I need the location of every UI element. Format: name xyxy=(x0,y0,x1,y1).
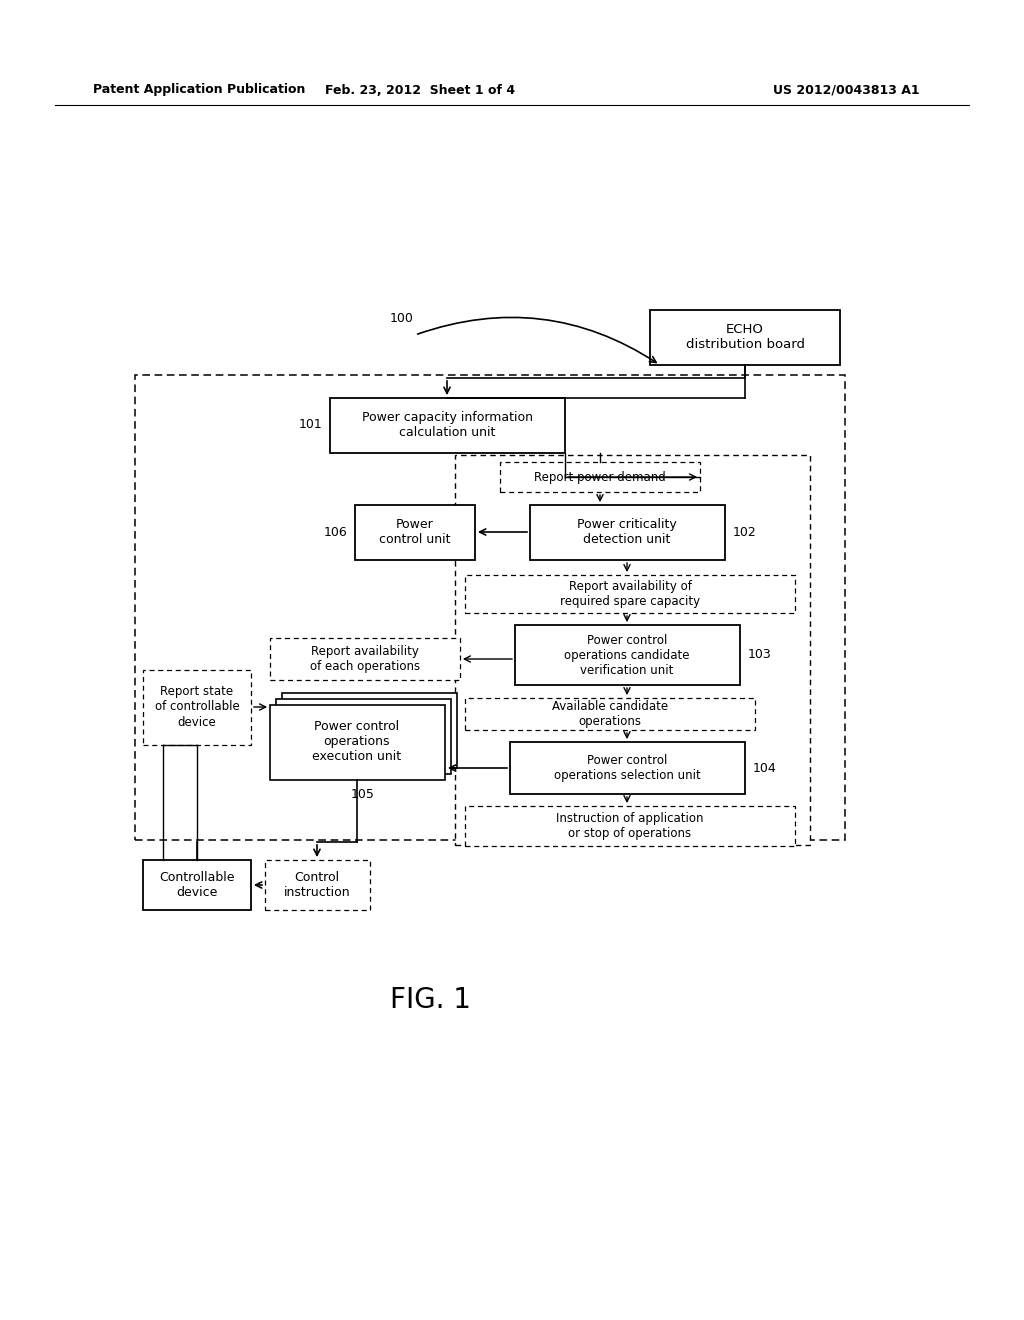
Bar xyxy=(455,455,810,845)
Bar xyxy=(530,506,725,560)
Text: Feb. 23, 2012  Sheet 1 of 4: Feb. 23, 2012 Sheet 1 of 4 xyxy=(325,83,515,96)
Text: Power control
operations selection unit: Power control operations selection unit xyxy=(554,754,700,781)
Bar xyxy=(510,742,745,795)
Text: 106: 106 xyxy=(324,525,347,539)
Text: Report availability
of each operations: Report availability of each operations xyxy=(310,645,420,673)
Text: Power control
operations
execution unit: Power control operations execution unit xyxy=(312,721,401,763)
Bar xyxy=(330,399,565,453)
Bar xyxy=(265,861,370,909)
Text: 103: 103 xyxy=(748,648,772,661)
Text: 100: 100 xyxy=(390,312,414,325)
Text: US 2012/0043813 A1: US 2012/0043813 A1 xyxy=(773,83,920,96)
Bar xyxy=(650,310,840,366)
Bar xyxy=(355,506,475,560)
Bar xyxy=(270,705,445,780)
Text: FIG. 1: FIG. 1 xyxy=(389,986,470,1014)
Bar xyxy=(282,693,457,768)
Text: Available candidate
operations: Available candidate operations xyxy=(552,700,668,729)
Bar xyxy=(465,698,755,730)
Bar xyxy=(276,700,451,774)
Text: Report availability of
required spare capacity: Report availability of required spare ca… xyxy=(560,579,700,609)
Text: Power criticality
detection unit: Power criticality detection unit xyxy=(578,517,677,546)
Text: Power control
operations candidate
verification unit: Power control operations candidate verif… xyxy=(564,634,690,676)
Text: Power
control unit: Power control unit xyxy=(379,517,451,546)
Bar xyxy=(465,576,795,612)
Text: Power capacity information
calculation unit: Power capacity information calculation u… xyxy=(361,411,532,440)
Text: 105: 105 xyxy=(351,788,375,800)
Bar xyxy=(135,375,845,840)
Text: Instruction of application
or stop of operations: Instruction of application or stop of op… xyxy=(556,812,703,840)
Bar xyxy=(500,462,700,492)
Text: 104: 104 xyxy=(753,762,777,775)
Bar xyxy=(143,671,251,744)
Text: 102: 102 xyxy=(733,525,757,539)
Bar xyxy=(465,807,795,846)
Text: 101: 101 xyxy=(298,418,322,432)
Bar xyxy=(270,638,460,680)
Text: Control
instruction: Control instruction xyxy=(284,871,350,899)
Text: ECHO
distribution board: ECHO distribution board xyxy=(685,323,805,351)
Bar xyxy=(143,861,251,909)
Text: Report state
of controllable
device: Report state of controllable device xyxy=(155,685,240,729)
Text: Controllable
device: Controllable device xyxy=(160,871,234,899)
Text: Patent Application Publication: Patent Application Publication xyxy=(93,83,305,96)
Text: Report power demand: Report power demand xyxy=(535,470,666,483)
Bar xyxy=(515,624,740,685)
